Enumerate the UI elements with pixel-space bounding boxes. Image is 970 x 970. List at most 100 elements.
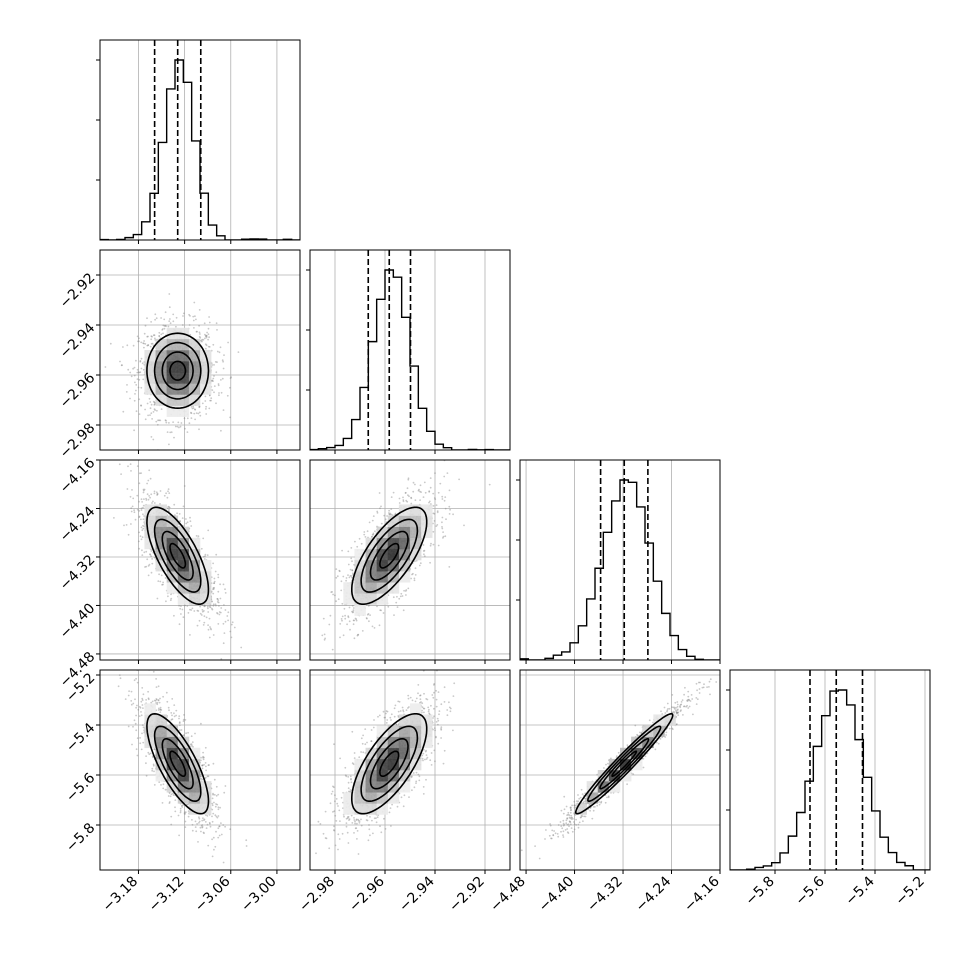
density-bin xyxy=(398,537,411,550)
scatter-point xyxy=(180,613,182,615)
scatter-point xyxy=(196,330,198,333)
scatter-point xyxy=(205,616,208,619)
scatter-point xyxy=(179,520,181,523)
scatter-point xyxy=(132,497,135,500)
scatter-point xyxy=(224,592,227,594)
scatter-point xyxy=(419,490,421,493)
scatter-point xyxy=(212,588,214,591)
scatter-point xyxy=(213,375,215,377)
scatter-point xyxy=(168,508,170,511)
scatter-point xyxy=(220,391,223,394)
scatter-point xyxy=(138,413,141,415)
scatter-point xyxy=(406,487,409,490)
scatter-point xyxy=(224,588,226,591)
scatter-point xyxy=(145,565,148,568)
scatter-point xyxy=(412,490,415,493)
scatter-point xyxy=(135,729,138,732)
scatter-point xyxy=(211,608,214,611)
scatter-point xyxy=(177,421,180,424)
scatter-point xyxy=(151,335,153,338)
scatter-point xyxy=(209,626,211,628)
scatter-point xyxy=(220,379,222,381)
scatter-point xyxy=(231,621,234,624)
scatter-point xyxy=(141,554,144,556)
scatter-point xyxy=(174,514,176,516)
scatter-point xyxy=(351,569,354,572)
scatter-point xyxy=(155,698,158,700)
scatter-point xyxy=(204,821,207,823)
scatter-point xyxy=(147,479,150,482)
scatter-point xyxy=(176,512,179,515)
panel-frame xyxy=(99,459,301,661)
scatter-point xyxy=(164,324,167,327)
scatter-point xyxy=(331,591,333,593)
scatter-point xyxy=(172,421,175,423)
grid xyxy=(100,250,300,450)
scatter-point xyxy=(169,599,172,602)
scatter-point xyxy=(164,311,167,314)
scatter-point xyxy=(142,504,145,507)
scatter-point xyxy=(150,412,153,415)
scatter-point xyxy=(335,568,338,570)
scatter-point xyxy=(229,386,231,389)
scatter-point xyxy=(156,423,159,426)
scatter-point xyxy=(125,391,128,393)
scatter-point xyxy=(130,703,133,706)
scatter-point xyxy=(170,823,173,826)
scatter-point xyxy=(120,364,123,367)
scatter-point xyxy=(159,503,161,505)
scatter-point xyxy=(194,418,197,421)
scatter-point xyxy=(197,535,200,538)
scatter-point xyxy=(352,611,355,613)
scatter-point xyxy=(423,481,426,484)
scatter-point xyxy=(207,338,210,341)
scatter-point xyxy=(160,574,163,577)
scatter-point xyxy=(146,493,149,496)
scatter-point xyxy=(207,327,210,330)
scatter-point xyxy=(433,520,436,522)
scatter-point xyxy=(211,802,214,805)
scatter-point xyxy=(123,524,125,527)
scatter-point xyxy=(151,767,154,770)
scatter-point xyxy=(344,614,346,617)
scatter-point xyxy=(133,719,136,722)
density-bin xyxy=(155,350,167,362)
scatter-point xyxy=(378,492,381,494)
scatter-point xyxy=(138,472,141,475)
density-bin xyxy=(200,383,212,395)
scatter-point xyxy=(367,613,370,615)
scatter-point xyxy=(143,551,146,554)
scatter-point xyxy=(407,478,410,481)
scatter-point xyxy=(150,550,153,552)
scatter-point xyxy=(136,465,139,467)
scatter-point xyxy=(213,801,215,804)
scatter-point xyxy=(164,577,167,579)
scatter-point xyxy=(202,624,205,626)
scatter-point xyxy=(429,561,431,564)
scatter-point xyxy=(209,606,212,609)
scatter-point xyxy=(152,411,155,413)
scatter-point xyxy=(402,500,405,503)
scatter-point xyxy=(432,522,434,525)
scatter-point xyxy=(329,614,332,617)
scatter-point xyxy=(419,499,421,501)
scatter-point xyxy=(162,332,164,335)
scatter-point xyxy=(191,823,194,826)
scatter-point xyxy=(336,575,339,578)
scatter-point xyxy=(208,394,211,397)
scatter-point xyxy=(188,313,191,316)
scatter-point xyxy=(141,732,143,735)
scatter-point xyxy=(154,313,157,316)
scatter-point xyxy=(149,414,151,416)
scatter-point xyxy=(152,438,155,441)
scatter-point xyxy=(211,855,214,858)
density-bin xyxy=(343,593,355,605)
scatter-point xyxy=(341,615,344,618)
scatter-point xyxy=(358,537,361,540)
scatter-point xyxy=(121,364,123,366)
scatter-point xyxy=(346,623,348,626)
scatter-point xyxy=(183,714,185,716)
scatter-point xyxy=(165,600,167,603)
scatter-point xyxy=(406,500,409,503)
scatter-point xyxy=(371,535,373,538)
